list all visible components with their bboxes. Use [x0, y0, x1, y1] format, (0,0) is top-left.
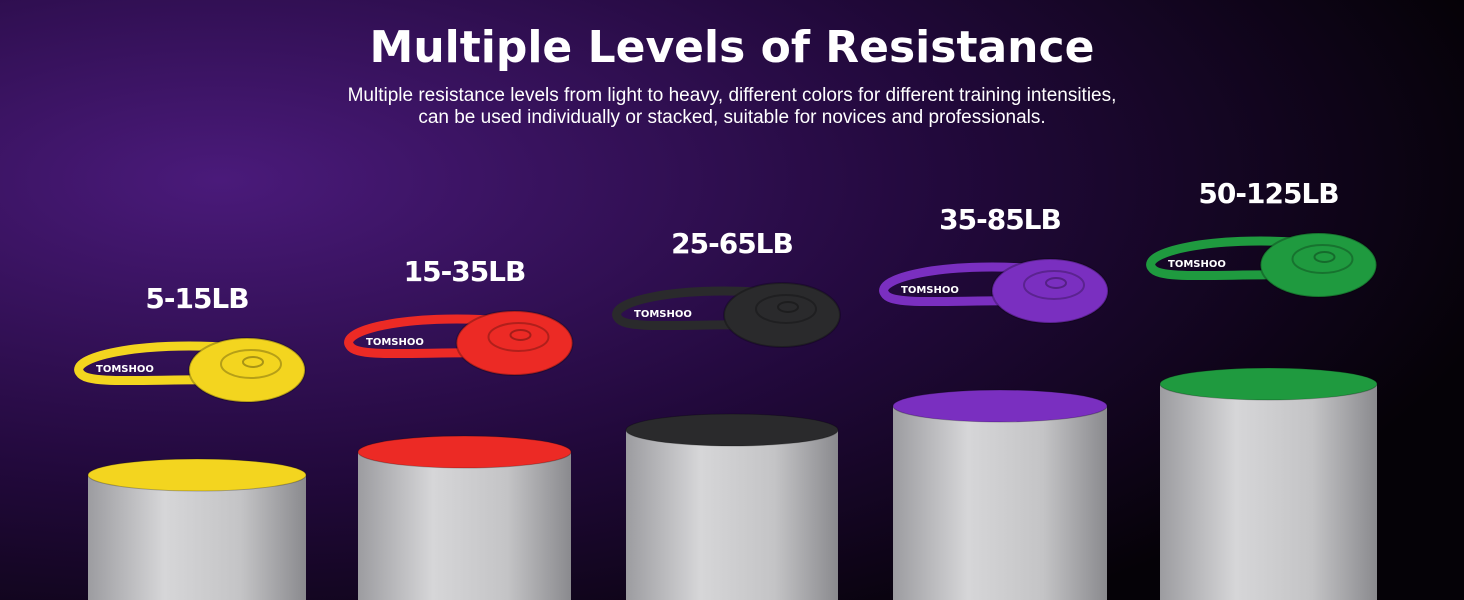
resistance-label: 15-35LB	[404, 255, 526, 288]
brand-logo: TOMSHOO	[1168, 259, 1226, 270]
title: Multiple Levels of Resistance	[370, 22, 1095, 73]
band-coil	[456, 311, 573, 375]
resistance-label: 5-15LB	[145, 282, 248, 315]
band-coil-inner	[755, 294, 817, 324]
band-coil	[724, 283, 840, 347]
pedestal-top	[87, 458, 307, 492]
brand-logo: TOMSHOO	[901, 285, 959, 296]
band-coil-shade	[455, 310, 574, 376]
subtitle: can be used individually or stacked, sui…	[418, 107, 1045, 128]
pedestal-top	[357, 435, 572, 469]
band-coil-shade	[723, 282, 841, 348]
subtitle: Multiple resistance levels from light to…	[348, 85, 1117, 106]
products: 5-15LB TOMSHOO 15-35LB TOMSHOO 25-65LB TOMSHO…	[74, 177, 1378, 600]
band-coil	[992, 259, 1108, 323]
pedestal-top	[1159, 367, 1378, 401]
band-coil-core	[1045, 277, 1067, 289]
band-coil-shade	[991, 258, 1109, 324]
pedestal	[88, 475, 306, 600]
product: 5-15LB TOMSHOO	[74, 282, 307, 600]
resistance-label: 50-125LB	[1198, 177, 1338, 210]
band-coil-core	[1313, 251, 1336, 263]
brand-logo: TOMSHOO	[366, 337, 424, 348]
pedestal	[1160, 384, 1377, 600]
product: 35-85LB TOMSHOO	[879, 203, 1109, 600]
band-loop	[612, 286, 777, 331]
pedestal	[358, 452, 571, 600]
band-loop	[879, 262, 1045, 307]
band-loop	[1146, 236, 1313, 281]
band-coil-core	[242, 356, 264, 368]
band-coil-core	[509, 329, 532, 341]
brand-logo: TOMSHOO	[634, 309, 692, 320]
band-coil	[1260, 233, 1377, 297]
product: 25-65LB TOMSHOO	[612, 227, 841, 600]
band-coil-inner	[1291, 244, 1354, 274]
pedestal-top	[892, 389, 1108, 423]
band-coil	[189, 338, 305, 402]
band-coil-inner	[220, 349, 282, 379]
band-coil-core	[777, 301, 799, 313]
band-coil-shade	[1259, 232, 1378, 298]
pedestal	[893, 406, 1107, 600]
pedestal	[626, 430, 838, 600]
pedestal-top	[625, 413, 839, 447]
brand-logo: TOMSHOO	[96, 364, 154, 375]
band-loop	[344, 314, 509, 359]
band-loop	[74, 341, 242, 386]
resistance-label: 35-85LB	[939, 203, 1061, 236]
band-coil-shade	[188, 337, 306, 403]
band-coil-inner	[487, 322, 550, 352]
band-coil-inner	[1023, 270, 1085, 300]
resistance-label: 25-65LB	[671, 227, 793, 260]
product: 50-125LB TOMSHOO	[1146, 177, 1378, 600]
product: 15-35LB TOMSHOO	[344, 255, 574, 600]
